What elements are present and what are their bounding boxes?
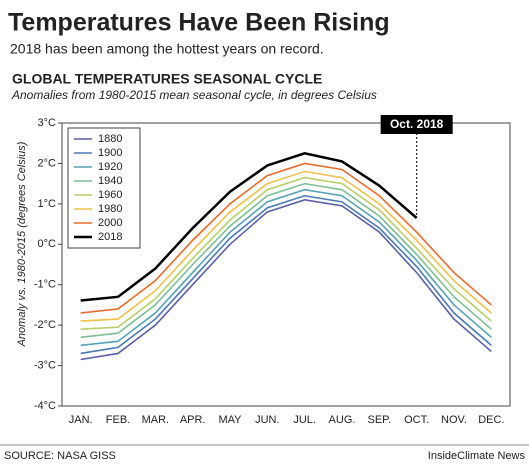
legend-label: 1900 <box>98 147 122 159</box>
annotation-box <box>380 115 453 134</box>
x-tick-label: NOV. <box>441 414 467 426</box>
y-tick-label: 2°C <box>38 157 57 169</box>
series-line <box>80 194 492 355</box>
chart-subtitle: Anomalies from 1980-2015 mean seasonal c… <box>11 88 377 102</box>
legend-label: 1980 <box>98 203 122 215</box>
x-tick-label: MAR. <box>142 414 170 426</box>
y-tick-label: -4°C <box>34 400 56 412</box>
legend-label: 2000 <box>98 217 122 229</box>
y-tick-label: -2°C <box>34 319 56 331</box>
credit: InsideClimate News <box>428 450 526 462</box>
y-tick-label: -1°C <box>34 279 56 291</box>
x-tick-label: MAY <box>218 414 242 426</box>
x-tick-label: AUG. <box>329 414 356 426</box>
series-line <box>80 176 492 330</box>
headline: Temperatures Have Been Rising <box>8 9 390 37</box>
x-tick-label: APR. <box>180 414 206 426</box>
x-tick-label: DEC. <box>478 414 504 426</box>
legend-label: 1920 <box>98 161 122 173</box>
chart-title: GLOBAL TEMPERATURES SEASONAL CYCLE <box>12 71 322 87</box>
x-tick-label: JUL. <box>293 414 316 426</box>
annotation: Oct. 2018 <box>390 117 444 131</box>
source: SOURCE: NASA GISS <box>4 450 116 462</box>
x-tick-label: JUN. <box>255 414 279 426</box>
x-tick-label: SEP. <box>368 414 392 426</box>
legend-label: 1880 <box>98 133 122 145</box>
x-tick-label: FEB. <box>106 414 130 426</box>
y-tick-label: -3°C <box>34 359 56 371</box>
y-tick-label: 0°C <box>38 238 57 250</box>
series-line <box>80 152 418 302</box>
series-line <box>80 162 492 314</box>
legend-label: 1960 <box>98 189 122 201</box>
x-tick-label: JAN. <box>69 414 93 426</box>
legend-box <box>67 127 141 249</box>
legend-label: 1940 <box>98 175 122 187</box>
legend-label: 2018 <box>98 231 122 243</box>
series-line <box>80 188 492 347</box>
y-tick-label: 3°C <box>38 117 57 129</box>
y-axis-label: Anomaly vs. 1980-2015 (degrees Celsius) <box>16 141 28 347</box>
series-line <box>80 182 492 339</box>
subheadline: 2018 has been among the hottest years on… <box>10 41 324 57</box>
series-line <box>80 170 492 322</box>
x-tick-label: OCT. <box>404 414 429 426</box>
series-line <box>80 198 492 361</box>
y-tick-label: 1°C <box>38 198 57 210</box>
